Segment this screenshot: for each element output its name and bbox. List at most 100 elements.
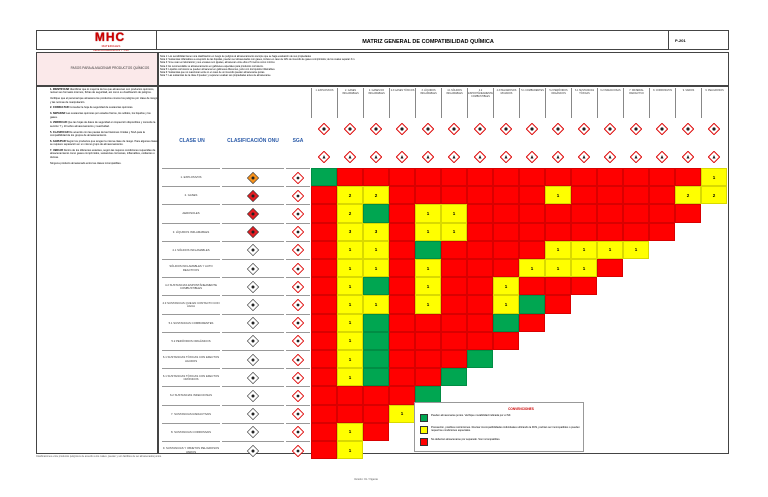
matrix-cell: 1 <box>701 168 727 187</box>
matrix-cell: 1 <box>337 331 363 350</box>
matrix-cell <box>441 368 467 387</box>
matrix-cell: 1 <box>415 204 441 223</box>
sga-pictogram-icon <box>286 386 310 404</box>
matrix-cell <box>623 222 649 241</box>
onu-class-pictogram <box>222 277 284 295</box>
ghs-pictogram-icon <box>655 150 669 164</box>
onu-class-pictogram <box>222 350 284 368</box>
hazard-pictogram-icon <box>395 122 409 136</box>
hazard-pictogram-icon <box>655 122 669 136</box>
matrix-cell <box>649 186 675 205</box>
matrix-cell <box>389 186 415 205</box>
matrix-cell <box>493 240 519 259</box>
nota-item: Nota 5: Líquidos corrosivos se pueden al… <box>160 67 276 71</box>
hazard-pictogram-icon <box>343 122 357 136</box>
matrix-cell <box>467 204 493 223</box>
legend-item-green: Pueden almacenarse juntos. Verifique mut… <box>420 414 580 422</box>
hazard-pictogram-icon <box>525 122 539 136</box>
matrix-cell <box>415 240 441 259</box>
matrix-cell <box>467 331 493 350</box>
onu-class-pictogram <box>222 404 284 423</box>
instruccion-title: 3. SEPARAR <box>50 112 67 116</box>
matrix-cell <box>441 168 467 187</box>
column-header: 2.3 GASES TÓXICOS <box>389 88 415 118</box>
matrix-cell <box>597 222 623 241</box>
matrix-cell <box>311 368 337 387</box>
hazard-pictogram-icon <box>447 122 461 136</box>
matrix-cell <box>337 168 363 187</box>
matrix-cell <box>311 295 337 314</box>
matrix-cell: 1 <box>363 240 389 259</box>
nota-item: Nota 6: Sustancias que no reaccionan ent… <box>160 71 265 75</box>
column-header: 7. MATERIAL RADIACTIVO <box>623 88 649 118</box>
header-box <box>36 30 729 50</box>
matrix-cell <box>441 350 467 369</box>
matrix-cell <box>311 404 337 423</box>
matrix-cell <box>311 313 337 332</box>
matrix-cell <box>311 441 337 460</box>
column-header: 1. EXPLOSIVOS <box>311 88 337 118</box>
matrix-cell <box>493 168 519 187</box>
instruccion-title: 1. IDENTIFICAR <box>50 88 71 91</box>
matrix-cell <box>467 222 493 241</box>
instruccion-title: 7. UBICAR <box>50 149 64 153</box>
sga-pictogram-icon <box>286 295 310 313</box>
matrix-cell: 1 <box>545 186 571 205</box>
matrix-cell: 1 <box>415 259 441 278</box>
row-label: AEROSOLES <box>162 204 220 222</box>
company-logo-subtitle: MATERIALES HIDROCARBUROS Y CIA <box>93 44 129 52</box>
matrix-cell: 1 <box>337 441 363 460</box>
column-header: 9. VARIOS <box>675 88 701 118</box>
row-label: 2. GASES <box>162 186 220 204</box>
matrix-cell: 1 <box>545 259 571 278</box>
onu-class-pictogram <box>222 368 284 386</box>
onu-class-pictogram <box>222 204 284 222</box>
instruccion-text: Según los productos que tengan la misma … <box>50 139 158 147</box>
matrix-cell <box>597 204 623 223</box>
hazard-pictogram-icon <box>551 122 565 136</box>
row-label: 8. SUSTANCIAS CORROSIVAS <box>162 422 220 441</box>
header-divider <box>668 30 669 50</box>
matrix-cell <box>389 204 415 223</box>
matrix-cell: 2 <box>337 204 363 223</box>
onu-class-pictogram <box>222 386 284 404</box>
footer-version: Versión: 01 / Vigente <box>354 478 378 481</box>
ghs-pictogram-icon <box>369 150 383 164</box>
sga-pictogram-icon <box>286 404 310 423</box>
instruccion-item: 6. AGRUPAR Según los productos que tenga… <box>50 140 158 147</box>
ghs-pictogram-icon <box>343 150 357 164</box>
matrix-cell <box>337 386 363 405</box>
matrix-cell <box>311 350 337 369</box>
instrucciones: 1. IDENTIFICAR Identificar que lo mayorí… <box>50 88 158 366</box>
matrix-cell: 2 <box>363 186 389 205</box>
instruccion-text: Dentro de los diferentes estantes, según… <box>50 149 156 159</box>
matrix-cell <box>389 313 415 332</box>
matrix-cell <box>441 313 467 332</box>
row-label: 4.3 SUSTANCIAS QUE EN CONTACTO CON AGUA <box>162 295 220 313</box>
ghs-pictogram-icon <box>421 150 435 164</box>
matrix-cell <box>389 386 415 405</box>
legend-swatch-yellow <box>420 426 428 434</box>
instruccion-text: Consultar la hoja de seguridad de sustan… <box>69 106 134 110</box>
legend-swatch-red <box>420 438 428 446</box>
matrix-cell <box>545 295 571 314</box>
column-header: 5.2 PERÓXIDOS ORGÁNICOS <box>545 88 571 118</box>
ghs-pictogram-icon <box>447 150 461 164</box>
matrix-cell: 1 <box>415 222 441 241</box>
matrix-cell <box>415 331 441 350</box>
matrix-frame <box>158 86 729 454</box>
header-sga: SGA <box>292 138 304 144</box>
matrix-cell <box>441 240 467 259</box>
column-header: 5.1 COMBURENTES <box>519 88 545 118</box>
matrix-cell <box>519 295 545 314</box>
sga-pictogram-icon <box>286 331 310 350</box>
header-clase-un: CLASE UN <box>179 138 205 144</box>
sga-pictogram-icon <box>286 204 310 222</box>
column-header: 2. GASES INFLAMABLES <box>337 88 363 118</box>
instruccion-text: Ninguna producto almacenado entre las cl… <box>50 161 122 165</box>
row-label: 5.2 PERÓXIDOS ORGÁNICOS <box>162 331 220 350</box>
instruccion-item: 5. CLASIFICAR De acuerdo con las pautas … <box>50 131 158 138</box>
ghs-pictogram-icon <box>473 150 487 164</box>
ghs-pictogram-icon <box>577 150 591 164</box>
legend-text: Precaución, posibles restricciones. Revi… <box>431 426 580 432</box>
